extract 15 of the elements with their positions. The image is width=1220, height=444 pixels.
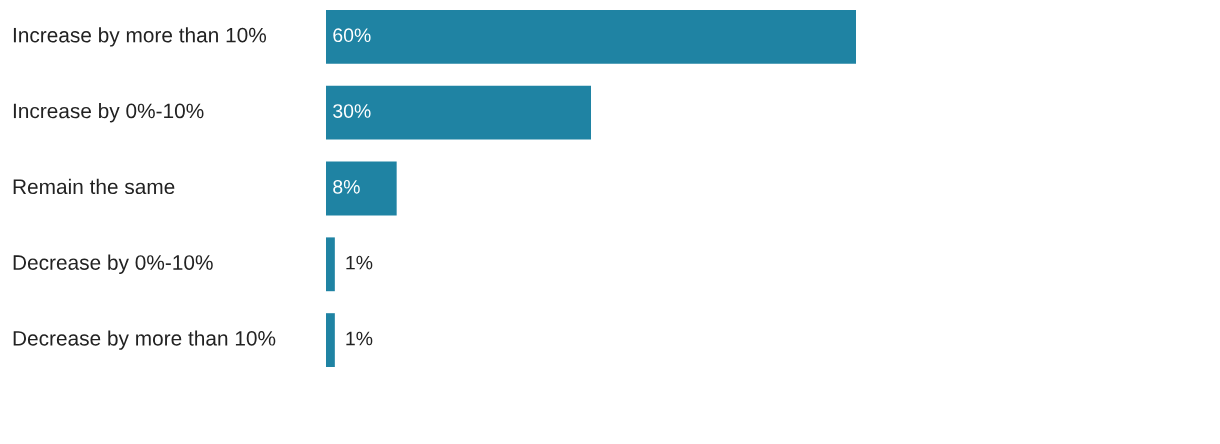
data-label: 1% [346, 331, 373, 346]
data-label: 30% [333, 104, 371, 118]
y-tick-label: Increase by 0%-10% [13, 102, 204, 123]
data-label: 1% [346, 255, 373, 270]
data-label: 8% [333, 179, 360, 194]
bar [326, 237, 335, 292]
bar [326, 9, 856, 64]
y-tick-label: Remain the same [13, 178, 175, 195]
y-tick-label: Decrease by 0%-10% [13, 254, 213, 275]
bar [326, 85, 591, 140]
bar [326, 313, 335, 368]
y-tick-label: Decrease by more than 10% [13, 330, 276, 350]
data-label: 60% [333, 28, 371, 43]
bar [326, 161, 397, 216]
y-tick-label: Increase by more than 10% [13, 27, 267, 47]
